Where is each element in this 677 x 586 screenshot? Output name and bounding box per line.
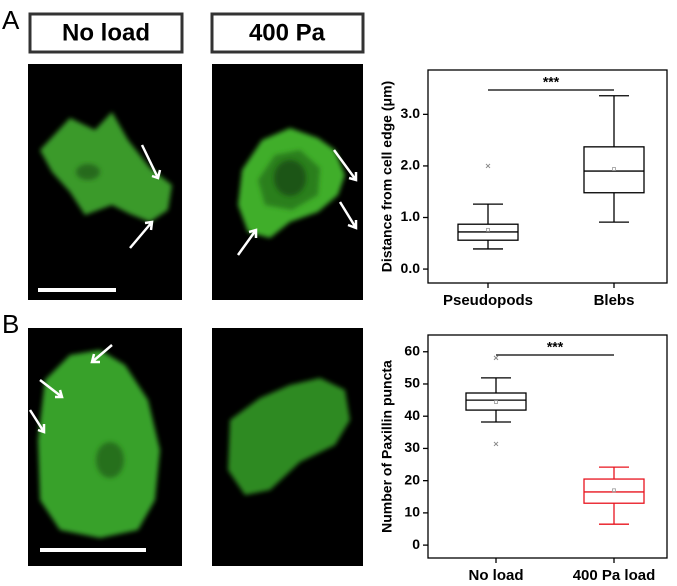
header-box bbox=[210, 12, 365, 54]
outlier bbox=[485, 163, 491, 169]
mean bbox=[494, 400, 498, 404]
y-tick-label: 40 bbox=[404, 407, 420, 423]
y-tick-label: 0 bbox=[412, 536, 420, 552]
y-tick-label: 10 bbox=[404, 504, 420, 520]
box bbox=[465, 392, 527, 411]
header: 400 Pa bbox=[249, 19, 326, 46]
y-tick-label: 3.0 bbox=[401, 105, 421, 121]
micrograph bbox=[212, 328, 363, 566]
micrograph bbox=[28, 328, 182, 566]
panel-label: B bbox=[2, 309, 19, 339]
significance-label: *** bbox=[543, 74, 560, 90]
x-tick-label: 400 Pa load bbox=[573, 567, 656, 584]
box bbox=[583, 478, 645, 504]
y-axis-label: Distance from cell edge (μm) bbox=[379, 81, 395, 272]
micrograph bbox=[28, 64, 182, 300]
y-tick-label: 20 bbox=[404, 471, 420, 487]
y-tick-label: 60 bbox=[404, 342, 420, 358]
micrograph bbox=[212, 64, 363, 300]
panel-label: A bbox=[2, 5, 20, 35]
x-tick-label: Blebs bbox=[594, 292, 635, 309]
plot-frame bbox=[427, 334, 668, 559]
y-tick-label: 0.0 bbox=[401, 260, 421, 276]
y-tick-label: 1.0 bbox=[401, 208, 421, 224]
header-box bbox=[28, 12, 184, 54]
box bbox=[583, 146, 645, 194]
y-tick-label: 30 bbox=[404, 439, 420, 455]
y-tick-label: 50 bbox=[404, 375, 420, 391]
x-tick-label: Pseudopods bbox=[443, 292, 533, 309]
x-tick-label: No load bbox=[469, 567, 524, 584]
plot-frame bbox=[427, 69, 668, 284]
outlier bbox=[493, 355, 499, 361]
outlier bbox=[493, 441, 499, 447]
y-axis-label: Number of Paxillin puncta bbox=[379, 360, 395, 533]
mean bbox=[612, 488, 616, 493]
y-tick-label: 2.0 bbox=[401, 157, 421, 173]
header: No load bbox=[62, 19, 150, 46]
mean bbox=[486, 227, 490, 232]
significance-label: *** bbox=[547, 339, 564, 355]
mean bbox=[612, 167, 616, 171]
